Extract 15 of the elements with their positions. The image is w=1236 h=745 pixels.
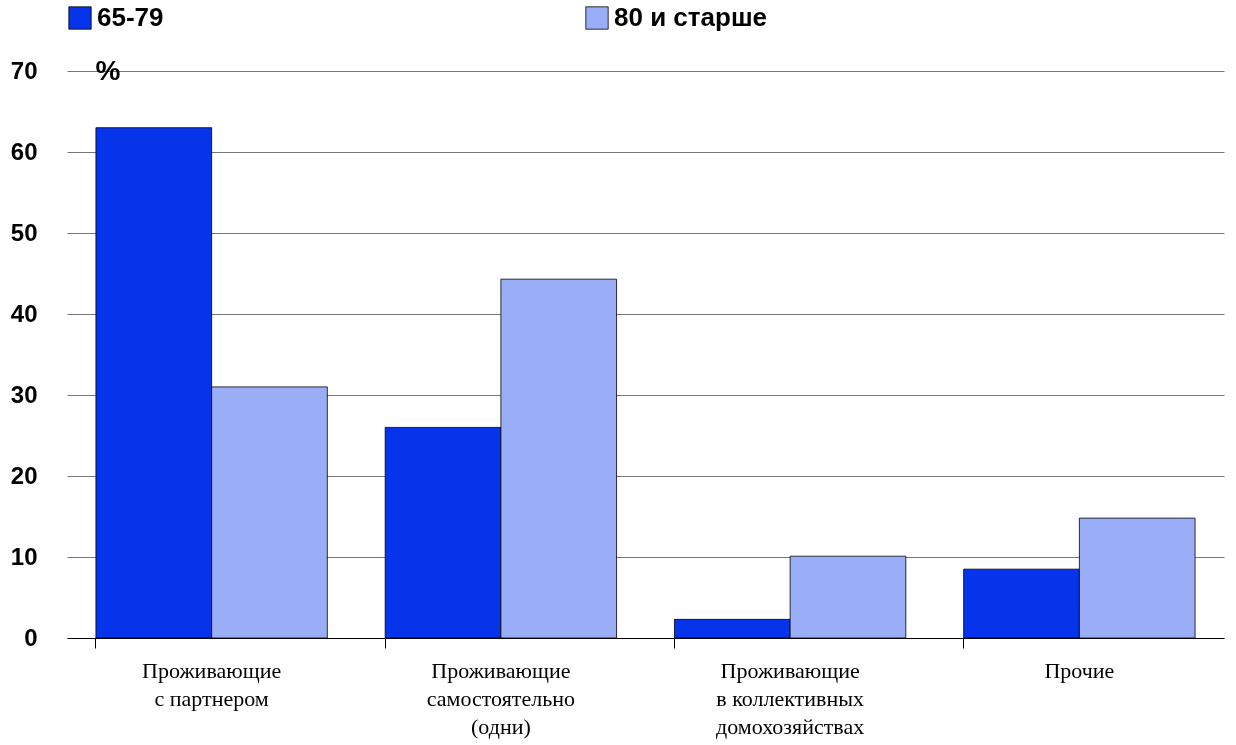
legend-label: 80 и старше	[614, 2, 768, 32]
y-tick-label: 0	[24, 623, 38, 651]
y-tick-label: 50	[10, 218, 38, 246]
y-tick-label: 10	[10, 542, 38, 570]
y-axis-title: %	[95, 54, 121, 86]
x-tick-label: Проживающие самостоятельно (одни)	[426, 657, 575, 739]
y-tick-label: 40	[10, 299, 38, 327]
x-tick-label: Проживающие в коллективных домохозяйствах	[716, 657, 865, 739]
legend-label: 65-79	[97, 2, 164, 32]
x-tick-label: Проживающие с партнером	[142, 657, 282, 711]
y-tick-label: 70	[10, 56, 38, 84]
y-tick-label: 30	[10, 380, 38, 408]
y-tick-label: 60	[10, 137, 38, 165]
y-tick-label: 20	[10, 461, 38, 489]
x-tick-label: Прочие	[1044, 657, 1115, 683]
